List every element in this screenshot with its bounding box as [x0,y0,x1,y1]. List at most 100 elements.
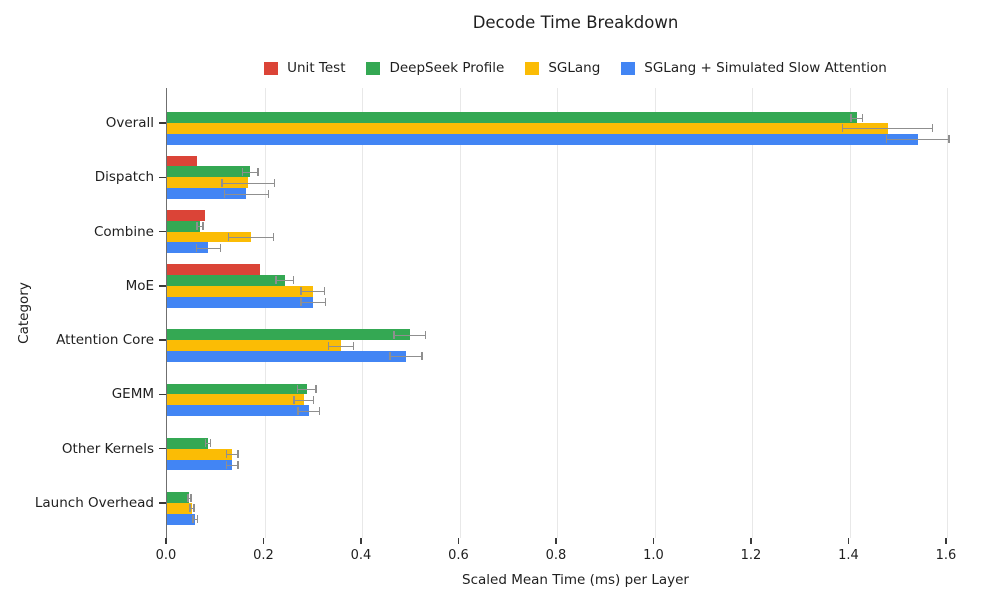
bar-sglang-attention-core [167,340,342,351]
error-bar-cap-left [241,167,244,176]
error-bar-cap-right [237,460,239,469]
bar-deepseek-profile-launch-overhead [167,492,190,503]
error-bar-sglang-simulated-slow-attention-other-kernels [225,460,239,471]
error-bar-cap-right [948,135,950,144]
error-bar-cap-right [352,341,355,350]
x-tick-label: 1.2 [740,548,762,563]
x-tick-label: 0.6 [448,548,469,563]
error-bar-cap-left [296,384,299,393]
gridline [557,88,558,538]
bar-group-other-kernels [167,427,986,471]
x-tick [262,538,265,544]
legend-label: DeepSeek Profile [389,60,505,76]
error-bar-sglang-attention-core [327,340,355,351]
bar-group-attention-core [167,318,986,362]
bar-sglang-simulated-slow-attention-moe [167,296,314,308]
x-tick [847,538,850,544]
y-tick [159,176,166,178]
error-bar-cap-left [275,276,277,285]
x-tick [555,538,557,544]
error-bar-sglang-simulated-slow-attention-launch-overhead [192,514,199,525]
x-tick-label: 0.8 [545,548,567,563]
category-label-launch-overhead: Launch Overhead [34,495,154,511]
bar-sglang-simulated-slow-attention-attention-core [167,350,406,362]
error-bar-deepseek-profile-other-kernels [204,438,212,449]
error-bar-line [294,399,314,401]
error-bar-cap-right [315,384,317,393]
y-tick [159,339,166,341]
bar-unit-test-dispatch [167,155,197,167]
error-bar-deepseek-profile-dispatch [241,166,259,177]
error-bar-cap-right [292,276,295,285]
error-bar-sglang-simulated-slow-attention-attention-core [389,351,423,362]
error-bar-sglang-overall [841,123,934,134]
error-bar-line [842,128,933,130]
error-bar-cap-right [267,189,270,198]
error-bar-deepseek-profile-launch-overhead [187,492,192,503]
bar-sglang-moe [167,285,313,297]
error-bar-line [226,454,239,456]
error-bar-line [222,182,275,184]
error-bar-line [224,193,269,195]
error-bar-deepseek-profile-overall [850,112,864,123]
error-bar-sglang-launch-overhead [189,503,195,514]
bar-deepseek-profile-gemm [167,383,307,395]
error-bar-cap-left [297,406,299,415]
category-label-other-kernels: Other Kernels [61,440,154,457]
error-bar-cap-right [209,439,212,448]
error-bar-sglang-simulated-slow-attention-overall [885,134,950,145]
error-bar-cap-right [196,515,199,524]
bar-sglang-simulated-slow-attention-combine [167,242,209,254]
bar-sglang-simulated-slow-attention-dispatch [167,188,247,199]
error-bar-line [228,236,274,238]
bar-deepseek-profile-dispatch [167,166,251,178]
x-tick-label: 0.0 [155,548,177,563]
bar-deepseek-profile-combine [167,220,201,232]
legend-swatch-unit-test [264,61,279,75]
error-bar-cap-left [192,515,194,524]
error-bar-cap-right [237,450,239,459]
error-bar-cap-left [389,352,391,361]
x-tick [457,538,460,544]
legend-item-sglang: SGLang [525,60,600,76]
error-bar-cap-right [931,124,934,133]
bar-sglang-simulated-slow-attention-launch-overhead [167,513,196,525]
error-bar-cap-right [323,287,326,296]
error-bar-cap-left [225,450,228,459]
bar-sglang-dispatch [167,177,249,189]
error-bar-deepseek-profile-gemm [296,384,317,395]
error-bar-sglang-combine [227,232,275,243]
error-bar-cap-right [272,232,275,241]
y-tick [159,230,166,233]
x-tick-label: 1.6 [935,548,957,563]
gridline [362,88,363,538]
error-bar-sglang-other-kernels [225,449,239,460]
bar-sglang-simulated-slow-attention-overall [167,133,918,145]
error-bar-line [276,280,294,282]
bar-sglang-gemm [167,394,304,406]
error-bar-deepseek-profile-combine [196,221,204,232]
error-bar-cap-right [193,504,195,513]
legend-item-sglang-simulated-slow-attention: SGLang + Simulated Slow Attention [621,60,887,76]
error-bar-cap-left [293,395,295,404]
error-bar-cap-left [189,504,191,513]
error-bar-sglang-simulated-slow-attention-combine [195,242,222,253]
error-bar-line [328,345,354,347]
bar-sglang-simulated-slow-attention-gemm [167,405,309,417]
error-bar-cap-right [312,395,315,404]
error-bar-sglang-dispatch [221,177,276,188]
bar-sglang-overall [167,122,888,134]
bar-deepseek-profile-moe [167,274,285,286]
error-bar-cap-left [841,124,844,133]
error-bar-line [298,410,320,412]
x-tick [165,538,167,544]
gridline [849,88,851,538]
x-tick-label: 0.4 [350,548,372,563]
legend: Unit Test DeepSeek Profile SGLang SGLang + … [166,59,985,77]
error-bar-cap-left [327,341,330,350]
error-bar-line [850,117,863,119]
error-bar-cap-left [223,189,226,198]
gridline [947,88,948,538]
error-bar-cap-left [196,222,198,231]
